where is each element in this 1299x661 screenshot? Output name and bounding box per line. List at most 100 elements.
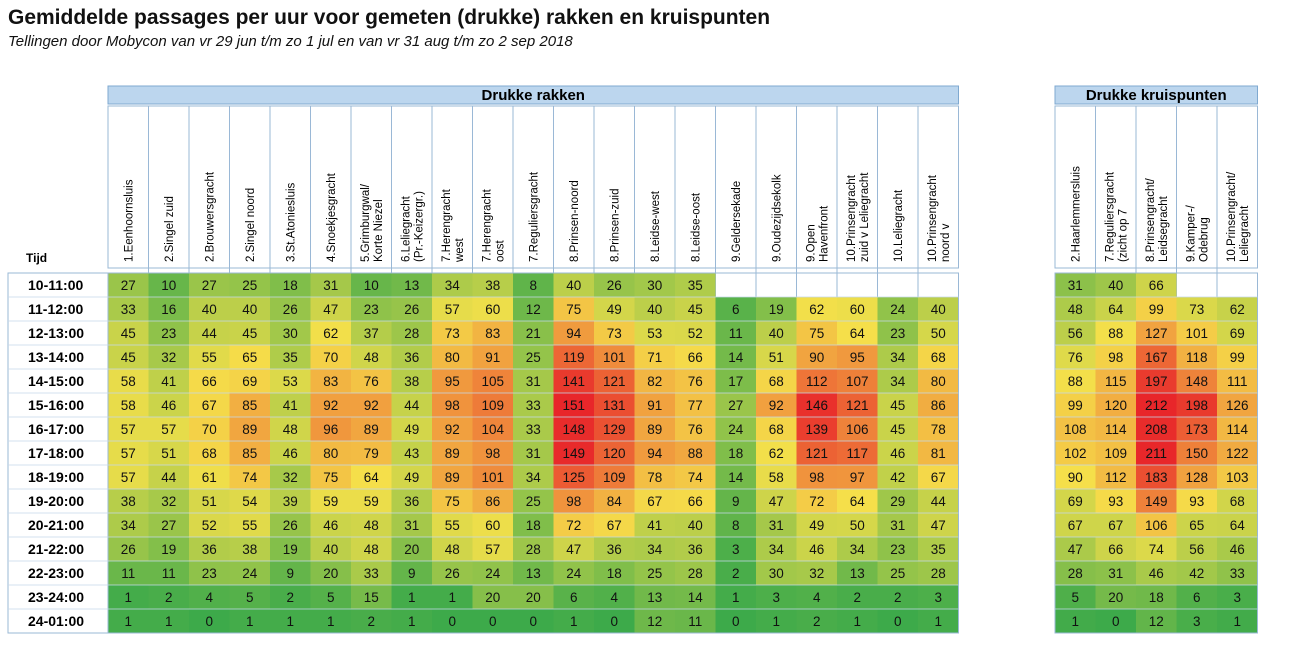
heatmap-cell bbox=[634, 369, 675, 393]
column-header-label: 7.Reguliersgracht bbox=[528, 171, 540, 262]
cell-value: 211 bbox=[1145, 446, 1167, 461]
cell-value: 26 bbox=[283, 518, 298, 533]
column-header-label: 9.Open bbox=[805, 224, 817, 262]
cell-value: 56 bbox=[1189, 542, 1204, 557]
cell-value: 59 bbox=[364, 494, 379, 509]
cell-value: 40 bbox=[323, 542, 338, 557]
cell-value: 55 bbox=[445, 518, 460, 533]
cell-value: 41 bbox=[161, 374, 176, 389]
cell-value: 1 bbox=[772, 614, 780, 629]
row-label: 11-12:00 bbox=[28, 301, 83, 317]
cell-value: 47 bbox=[566, 542, 581, 557]
cell-value: 92 bbox=[445, 422, 460, 437]
cell-value: 26 bbox=[404, 302, 419, 317]
cell-value: 173 bbox=[1185, 422, 1208, 437]
heatmap-cell bbox=[837, 561, 878, 585]
column-header-label: zuid v Leliegracht bbox=[859, 172, 871, 262]
heatmap-cell bbox=[472, 417, 513, 441]
heatmap-cell bbox=[432, 369, 473, 393]
heatmap-cell bbox=[1136, 297, 1177, 321]
cell-value: 10 bbox=[161, 278, 176, 293]
heatmap-cell bbox=[108, 585, 149, 609]
cell-value: 3 bbox=[732, 542, 740, 557]
cell-value: 98 bbox=[1108, 350, 1123, 365]
heatmap-cell bbox=[594, 345, 635, 369]
cell-value: 114 bbox=[1105, 422, 1127, 437]
heatmap-cell bbox=[351, 321, 392, 345]
cell-value: 89 bbox=[445, 470, 460, 485]
cell-value: 14 bbox=[728, 350, 744, 365]
heatmap-cell bbox=[472, 321, 513, 345]
column-header-label: 8.Prinsen-noord bbox=[569, 180, 581, 262]
heatmap-cell bbox=[796, 345, 837, 369]
cell-value: 31 bbox=[1108, 566, 1123, 581]
heatmap-cell bbox=[918, 489, 959, 513]
cell-value: 1 bbox=[448, 590, 456, 605]
cell-value: 79 bbox=[364, 446, 379, 461]
cell-value: 103 bbox=[1226, 470, 1249, 485]
heatmap-cell bbox=[432, 393, 473, 417]
heatmap-cell bbox=[634, 465, 675, 489]
heatmap-cell bbox=[918, 585, 959, 609]
heatmap-cell bbox=[189, 369, 230, 393]
column-header-label: 8.Prinsen-zuid bbox=[609, 188, 621, 262]
heatmap-cell bbox=[553, 417, 594, 441]
cell-value: 1 bbox=[408, 590, 416, 605]
heatmap-cell bbox=[189, 537, 230, 561]
cell-value: 70 bbox=[202, 422, 217, 437]
heatmap-cell bbox=[310, 609, 351, 633]
cell-value: 129 bbox=[603, 422, 626, 437]
heatmap-cell bbox=[1136, 393, 1177, 417]
column-header-area bbox=[1054, 105, 1258, 269]
cell-value: 6 bbox=[1193, 590, 1201, 605]
column-header-label: 1.Eenhoornsluis bbox=[123, 179, 135, 262]
heatmap-cell bbox=[1095, 513, 1136, 537]
cell-value: 73 bbox=[607, 326, 622, 341]
cell-value: 31 bbox=[890, 518, 905, 533]
cell-value: 117 bbox=[846, 446, 868, 461]
cell-value: 131 bbox=[603, 398, 626, 413]
heatmap-cell bbox=[270, 609, 311, 633]
heatmap-cell bbox=[432, 441, 473, 465]
heatmap-cell bbox=[553, 537, 594, 561]
cell-value: 93 bbox=[1189, 494, 1204, 509]
cell-value: 53 bbox=[647, 326, 662, 341]
cell-value: 208 bbox=[1145, 422, 1168, 437]
cell-value: 68 bbox=[202, 446, 217, 461]
heatmap-cell bbox=[796, 393, 837, 417]
cell-value: 14 bbox=[688, 590, 704, 605]
cell-value: 32 bbox=[161, 350, 176, 365]
heatmap-cell bbox=[229, 321, 270, 345]
cell-value: 19 bbox=[283, 542, 298, 557]
cell-value: 9 bbox=[286, 566, 294, 581]
cell-value: 74 bbox=[688, 470, 704, 485]
heatmap-cell bbox=[351, 369, 392, 393]
cell-value: 109 bbox=[481, 398, 504, 413]
cell-value: 30 bbox=[647, 278, 662, 293]
cell-value: 26 bbox=[445, 566, 460, 581]
heatmap-cell bbox=[148, 513, 189, 537]
heatmap-cell bbox=[1176, 537, 1217, 561]
cell-value: 69 bbox=[1230, 326, 1245, 341]
heatmap-cell bbox=[675, 585, 716, 609]
cell-value: 67 bbox=[1108, 518, 1123, 533]
heatmap-cell bbox=[270, 345, 311, 369]
cell-value: 49 bbox=[404, 422, 419, 437]
cell-value: 33 bbox=[526, 422, 541, 437]
heatmap-cell bbox=[513, 321, 554, 345]
cell-value: 57 bbox=[445, 302, 460, 317]
heatmap-cell bbox=[756, 513, 797, 537]
cell-value: 91 bbox=[485, 350, 500, 365]
cell-value: 12 bbox=[526, 302, 541, 317]
cell-value: 40 bbox=[1108, 278, 1123, 293]
heatmap-cell bbox=[1136, 273, 1177, 297]
row-label: 14-15:00 bbox=[28, 373, 84, 389]
cell-value: 120 bbox=[603, 446, 626, 461]
heatmap-cell bbox=[796, 585, 837, 609]
cell-value: 95 bbox=[850, 350, 865, 365]
cell-value: 106 bbox=[1145, 518, 1168, 533]
cell-value: 46 bbox=[1149, 566, 1164, 581]
cell-value: 35 bbox=[931, 542, 946, 557]
cell-value: 1 bbox=[286, 614, 294, 629]
column-header-label: 7.Herengracht bbox=[441, 188, 453, 262]
